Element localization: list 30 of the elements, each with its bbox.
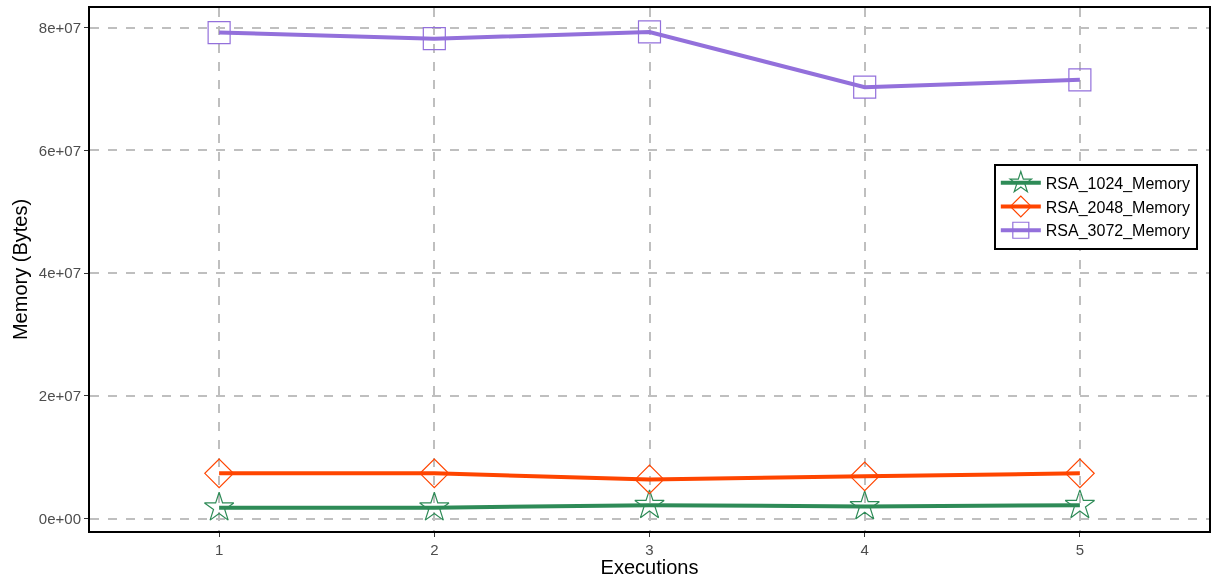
- y-tick-label: 2e+07: [38, 387, 81, 405]
- y-tick-label: 8e+07: [38, 18, 81, 36]
- legend-label: RSA_3072_Memory: [1045, 222, 1190, 241]
- point: [1064, 458, 1095, 489]
- point: [1064, 489, 1096, 519]
- point: [637, 20, 662, 44]
- point: [849, 461, 880, 492]
- point: [204, 458, 235, 489]
- point: [419, 458, 450, 489]
- point: [422, 27, 446, 51]
- point: [1068, 68, 1092, 92]
- x-tick-label: 5: [1075, 541, 1085, 558]
- point: [849, 490, 880, 520]
- x-tick-label: 4: [860, 541, 869, 558]
- x-axis-title: Executions: [600, 556, 699, 578]
- point: [634, 464, 665, 495]
- y-tick-label: 0e+00: [38, 509, 81, 527]
- x-tick-label: 1: [214, 541, 224, 558]
- point: [853, 75, 877, 99]
- y-tick-label: 6e+07: [38, 141, 81, 159]
- point: [419, 491, 450, 521]
- y-axis-title: Memory (Bytes): [8, 198, 31, 341]
- legend-label: RSA_1024_Memory: [1045, 174, 1190, 193]
- point: [207, 20, 231, 45]
- x-tick-label: 3: [645, 541, 654, 558]
- y-tick-label: 4e+07: [38, 264, 81, 282]
- point: [203, 491, 235, 521]
- point: [634, 489, 665, 519]
- x-tick-label: 2: [430, 541, 439, 558]
- legend-label: RSA_2048_Memory: [1045, 198, 1190, 217]
